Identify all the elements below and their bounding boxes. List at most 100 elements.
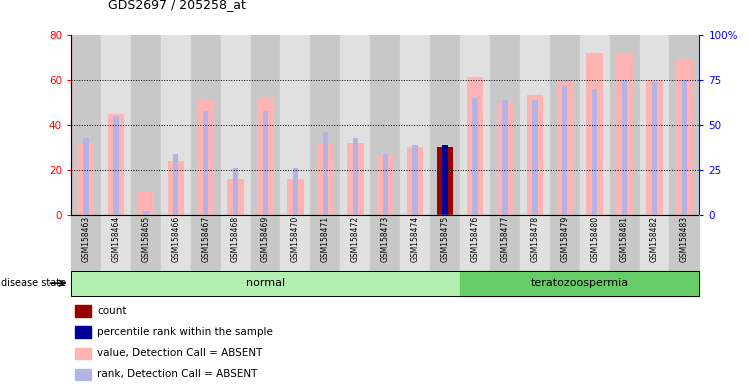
Bar	[437, 147, 453, 215]
Text: GSM158476: GSM158476	[470, 216, 479, 262]
Bar	[646, 80, 663, 215]
Bar	[669, 215, 699, 271]
Bar	[550, 35, 580, 215]
Bar	[460, 271, 699, 296]
Text: GSM158474: GSM158474	[411, 216, 420, 262]
Bar	[161, 35, 191, 215]
Text: GSM158482: GSM158482	[650, 216, 659, 262]
Text: GSM158467: GSM158467	[201, 216, 210, 262]
Bar	[520, 35, 550, 215]
Bar	[71, 35, 101, 215]
Bar	[161, 215, 191, 271]
Bar	[681, 80, 687, 215]
Bar	[131, 35, 161, 215]
Bar	[382, 154, 388, 215]
Bar	[430, 35, 460, 215]
Text: GSM158480: GSM158480	[590, 216, 599, 262]
Text: disease state: disease state	[1, 278, 67, 288]
Bar	[322, 132, 328, 215]
Text: GSM158483: GSM158483	[680, 216, 689, 262]
Text: GSM158468: GSM158468	[231, 216, 240, 262]
Bar	[233, 168, 239, 215]
Text: GSM158470: GSM158470	[291, 216, 300, 262]
Bar	[580, 215, 610, 271]
Text: GDS2697 / 205258_at: GDS2697 / 205258_at	[108, 0, 246, 12]
Text: GSM158472: GSM158472	[351, 216, 360, 262]
Bar	[138, 192, 154, 215]
Bar	[610, 35, 640, 215]
Bar	[257, 98, 274, 215]
Text: GSM158471: GSM158471	[321, 216, 330, 262]
Bar	[430, 215, 460, 271]
Bar	[108, 114, 124, 215]
Text: GSM158479: GSM158479	[560, 216, 569, 262]
Bar	[676, 60, 693, 215]
Text: GSM158481: GSM158481	[620, 216, 629, 262]
Bar	[640, 215, 669, 271]
Bar	[370, 35, 400, 215]
Bar	[562, 86, 568, 215]
Bar	[592, 89, 598, 215]
Bar	[616, 53, 633, 215]
Bar	[71, 271, 460, 296]
Bar	[580, 35, 610, 215]
Text: normal: normal	[246, 278, 285, 288]
Bar	[251, 215, 280, 271]
Bar	[71, 215, 101, 271]
Text: GSM158473: GSM158473	[381, 216, 390, 262]
Bar	[586, 53, 603, 215]
Bar	[280, 35, 310, 215]
Bar	[340, 215, 370, 271]
Bar	[490, 215, 520, 271]
Bar	[622, 80, 628, 215]
Text: GSM158477: GSM158477	[500, 216, 509, 262]
Text: GSM158466: GSM158466	[171, 216, 180, 262]
Text: GSM158464: GSM158464	[111, 216, 120, 262]
Bar	[377, 156, 393, 215]
Bar	[442, 145, 448, 215]
Text: GSM158478: GSM158478	[530, 216, 539, 262]
Bar	[317, 143, 334, 215]
Bar	[412, 145, 418, 215]
Text: GSM158469: GSM158469	[261, 216, 270, 262]
Bar	[168, 161, 184, 215]
Bar	[310, 215, 340, 271]
Bar	[400, 215, 430, 271]
Text: rank, Detection Call = ABSENT: rank, Detection Call = ABSENT	[97, 369, 257, 379]
Text: teratozoospermia: teratozoospermia	[530, 278, 629, 288]
Bar	[490, 35, 520, 215]
Bar	[610, 215, 640, 271]
Bar	[292, 168, 298, 215]
Bar	[472, 98, 478, 215]
Text: percentile rank within the sample: percentile rank within the sample	[97, 327, 273, 337]
Bar	[227, 179, 244, 215]
Bar	[347, 143, 364, 215]
Text: value, Detection Call = ABSENT: value, Detection Call = ABSENT	[97, 348, 263, 358]
Bar	[191, 35, 221, 215]
Bar	[352, 138, 358, 215]
Bar	[460, 35, 490, 215]
Bar	[640, 35, 669, 215]
Bar	[550, 215, 580, 271]
Bar	[497, 102, 513, 215]
Bar	[251, 35, 280, 215]
Bar	[263, 111, 269, 215]
Bar	[460, 215, 490, 271]
Bar	[83, 138, 89, 215]
Bar	[520, 215, 550, 271]
Text: GSM158475: GSM158475	[441, 216, 450, 262]
Bar	[197, 100, 214, 215]
Bar	[113, 116, 119, 215]
Bar	[370, 215, 400, 271]
Bar	[502, 100, 508, 215]
Bar	[280, 215, 310, 271]
Bar	[221, 215, 251, 271]
Bar	[669, 35, 699, 215]
Bar	[652, 82, 657, 215]
Bar	[173, 154, 179, 215]
Text: GSM158463: GSM158463	[82, 216, 91, 262]
Bar	[527, 96, 543, 215]
Bar	[557, 82, 573, 215]
Bar	[467, 78, 483, 215]
Text: GSM158465: GSM158465	[141, 216, 150, 262]
